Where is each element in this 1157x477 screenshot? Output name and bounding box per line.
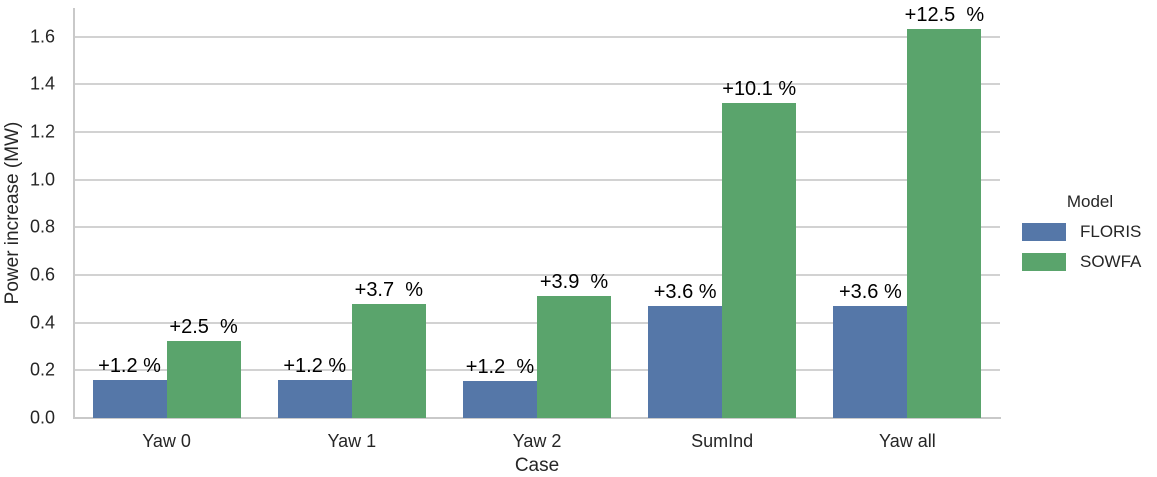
bar-sowfa-yaw-2	[537, 296, 612, 418]
x-tick-label-yaw-all: Yaw all	[879, 431, 936, 451]
bar-value-label: +3.9 %	[539, 271, 609, 294]
gridline	[74, 35, 1000, 38]
y-tick-label: 0.8	[29, 216, 55, 237]
x-axis-spine	[73, 417, 1001, 419]
y-tick-label: 0.4	[29, 312, 55, 333]
gridline	[74, 273, 1000, 276]
y-tick-label: 0.6	[29, 264, 55, 285]
bar-value-label: +1.2 %	[465, 355, 535, 378]
bar-sowfa-yaw-1	[351, 303, 426, 418]
x-axis-title: Case	[514, 455, 560, 476]
legend-label-sowfa: SOWFA	[1080, 252, 1142, 271]
bar-value-label: +12.5 %	[904, 4, 985, 27]
bar-value-label: +10.1 %	[722, 78, 797, 101]
bar-sowfa-sumind	[722, 103, 797, 418]
bar-value-label: +2.5 %	[169, 315, 238, 338]
bar-floris-yaw-0	[92, 379, 167, 418]
bar-value-label: +3.6 %	[838, 280, 902, 303]
legend-label-floris: FLORIS	[1080, 222, 1142, 241]
legend-entry-sowfa: SOWFA	[1022, 252, 1157, 272]
y-tick-label: 1.4	[29, 73, 55, 94]
y-tick-label: 1.2	[29, 121, 55, 142]
gridline	[74, 83, 1000, 86]
legend-title: Model	[1066, 192, 1114, 211]
bar-value-label: +3.6 %	[653, 280, 717, 303]
bar-sowfa-yaw-0	[166, 340, 241, 418]
y-tick-label: 0.0	[29, 407, 55, 428]
bar-value-label: +3.7 %	[354, 278, 424, 301]
bar-sowfa-yaw-all	[907, 29, 982, 418]
bar-floris-yaw-all	[833, 305, 908, 418]
gridline	[74, 178, 1000, 181]
x-tick-label-yaw-1: Yaw 1	[327, 431, 377, 451]
gridline	[74, 226, 1000, 229]
y-tick-label: 1.0	[29, 169, 55, 190]
legend: Model FLORIS SOWFA	[1022, 192, 1157, 272]
legend-swatch-floris	[1022, 223, 1066, 241]
y-tick-label: 0.2	[29, 359, 55, 380]
y-tick-label: 1.6	[29, 26, 55, 47]
bar-value-label: +1.2 %	[283, 354, 347, 377]
bar-floris-yaw-1	[277, 379, 352, 418]
gridline	[74, 130, 1000, 133]
legend-entries: FLORIS SOWFA	[1022, 222, 1157, 272]
bar-floris-yaw-2	[462, 380, 537, 418]
x-tick-label-yaw-0: Yaw 0	[142, 431, 191, 451]
x-tick-label-sumind: SumInd	[691, 431, 754, 451]
bar-floris-sumind	[648, 305, 723, 418]
bar-value-label: +1.2 %	[98, 354, 161, 377]
x-tick-label-yaw-2: Yaw 2	[512, 431, 562, 451]
legend-swatch-sowfa	[1022, 253, 1066, 271]
legend-entry-floris: FLORIS	[1022, 222, 1157, 242]
y-axis-spine	[73, 8, 75, 418]
